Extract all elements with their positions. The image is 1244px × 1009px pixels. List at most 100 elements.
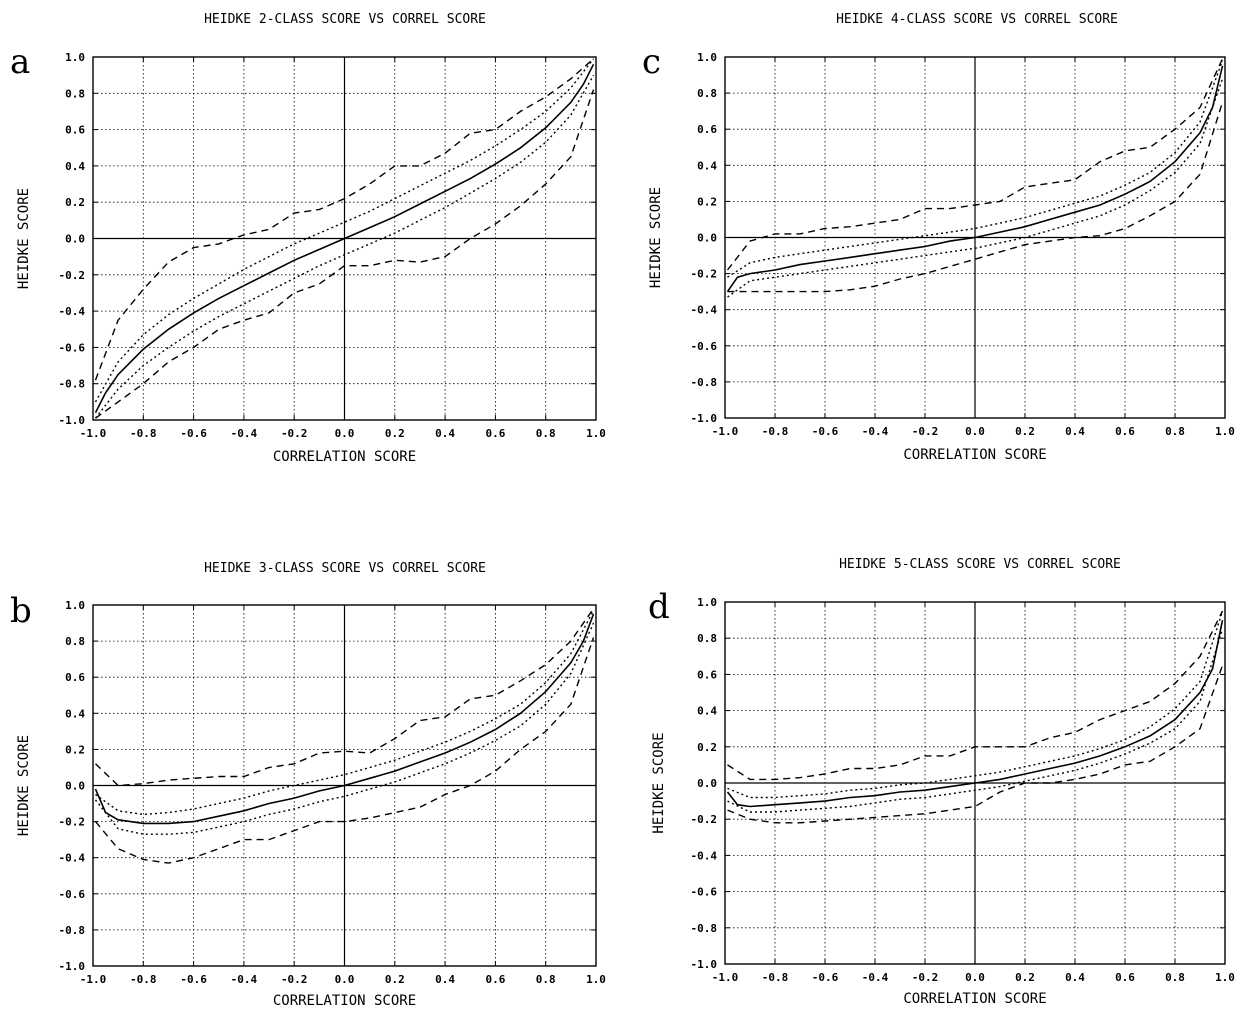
y-tick-label: -0.6 [691,886,718,899]
y-tick-label: 0.0 [65,233,85,246]
x-axis-label: CORRELATION SCORE [273,993,416,1009]
x-tick-label: -0.8 [130,427,157,440]
series-line-dashed [95,608,595,787]
x-tick-label: -1.0 [712,971,739,984]
x-tick-label: -1.0 [80,973,107,986]
y-tick-label: -1.0 [691,958,718,971]
series-line-dashed [727,101,1224,293]
x-tick-label: -0.2 [912,425,939,438]
y-tick-label: -1.0 [691,412,718,425]
y-tick-label: -0.2 [691,813,718,826]
x-tick-label: -0.2 [281,427,308,440]
y-tick-label: 0.2 [697,195,717,208]
y-tick-label: -1.0 [59,960,86,973]
x-tick-label: -0.8 [762,425,789,438]
x-tick-label: -1.0 [80,427,107,440]
panel-title: HEIDKE 2-CLASS SCORE VS CORREL SCORE [204,12,486,27]
x-axis-label: CORRELATION SCORE [903,447,1046,463]
y-tick-label: -0.6 [59,341,86,354]
y-tick-label: 0.8 [65,635,85,648]
x-tick-label: 0.6 [1115,425,1135,438]
panel-title: HEIDKE 3-CLASS SCORE VS CORREL SCORE [204,561,486,576]
x-tick-label: 0.6 [1115,971,1135,984]
x-tick-label: -0.6 [180,973,207,986]
series-line-dashed [94,637,595,864]
x-tick-label: 0.4 [1065,425,1085,438]
y-tick-label: 0.4 [697,159,717,172]
x-tick-label: 0.4 [1065,971,1085,984]
panel-c: HEIDKE 4-CLASS SCORE VS CORREL SCORE c -1.… [642,12,1235,463]
y-tick-label: 0.4 [697,705,717,718]
y-axis-label: HEIDKE SCORE [16,735,32,836]
series-line-dotted [94,74,595,419]
y-tick-label: -0.8 [691,922,718,935]
y-tick-label: 0.0 [697,232,717,245]
series-line-dashed [727,665,1224,824]
x-tick-label: 0.4 [435,973,455,986]
y-tick-label: 0.6 [697,668,717,681]
y-tick-label: 0.2 [65,743,85,756]
x-tick-label: 0.0 [335,427,355,440]
x-tick-label: -0.8 [762,971,789,984]
panel-title: HEIDKE 5-CLASS SCORE VS CORREL SCORE [839,557,1121,572]
y-tick-label: -0.8 [59,924,86,937]
x-tick-label: 0.8 [1165,971,1185,984]
y-tick-label: 0.0 [697,777,717,790]
y-axis-label: HEIDKE SCORE [648,187,664,288]
x-tick-label: 0.2 [1015,425,1035,438]
y-tick-label: 0.8 [697,632,717,645]
x-tick-label: 0.0 [965,425,985,438]
series-line-solid [94,63,595,414]
x-axis-label: CORRELATION SCORE [273,449,416,465]
x-tick-label: -0.8 [130,973,157,986]
series-line-dotted [727,60,1224,278]
y-tick-label: -0.4 [59,852,86,865]
series-line-solid [726,619,1224,808]
y-tick-label: -0.4 [691,849,718,862]
y-tick-label: -0.6 [59,888,86,901]
panel-d: HEIDKE 5-CLASS SCORE VS CORREL SCORE d -1.… [648,557,1235,1007]
x-tick-label: -0.6 [812,425,839,438]
y-tick-label: -1.0 [59,414,86,427]
panel-letter: b [10,591,32,631]
series-line-dotted [94,622,595,835]
panel-letter: d [648,587,670,627]
x-tick-label: 0.2 [1015,971,1035,984]
x-tick-label: 0.4 [435,427,455,440]
y-tick-label: 0.4 [65,160,85,173]
y-tick-label: 0.6 [65,124,85,137]
x-tick-label: 1.0 [586,427,606,440]
x-tick-label: -0.4 [231,427,258,440]
x-tick-label: -0.4 [231,973,258,986]
x-tick-label: -0.6 [180,427,207,440]
x-tick-label: -1.0 [712,425,739,438]
series-line-dashed [726,58,1224,271]
panel-b: HEIDKE 3-CLASS SCORE VS CORREL SCORE b -1.… [10,561,606,1009]
x-tick-label: -0.2 [912,971,939,984]
x-tick-label: 0.6 [485,973,505,986]
x-tick-label: 0.0 [965,971,985,984]
x-tick-label: 1.0 [1215,425,1235,438]
y-tick-label: 1.0 [697,51,717,64]
x-tick-label: 0.2 [385,427,405,440]
y-tick-label: 0.6 [65,671,85,684]
y-tick-label: 0.6 [697,123,717,136]
y-tick-label: -0.4 [59,305,86,318]
x-tick-label: 0.0 [335,973,355,986]
y-tick-label: -0.8 [59,378,86,391]
x-tick-label: 0.2 [385,973,405,986]
x-tick-label: 1.0 [586,973,606,986]
x-tick-label: 0.8 [1165,425,1185,438]
x-tick-label: 0.8 [536,427,556,440]
series-line-dotted [727,628,1224,813]
x-tick-label: -0.6 [812,971,839,984]
y-axis-label: HEIDKE SCORE [16,188,32,289]
y-tick-label: 1.0 [65,599,85,612]
x-tick-label: 0.8 [536,973,556,986]
y-tick-label: 0.4 [65,707,85,720]
y-tick-label: 1.0 [65,51,85,64]
y-tick-label: -0.2 [59,816,86,829]
y-tick-label: 1.0 [697,596,717,609]
series-line-dashed [95,89,595,419]
